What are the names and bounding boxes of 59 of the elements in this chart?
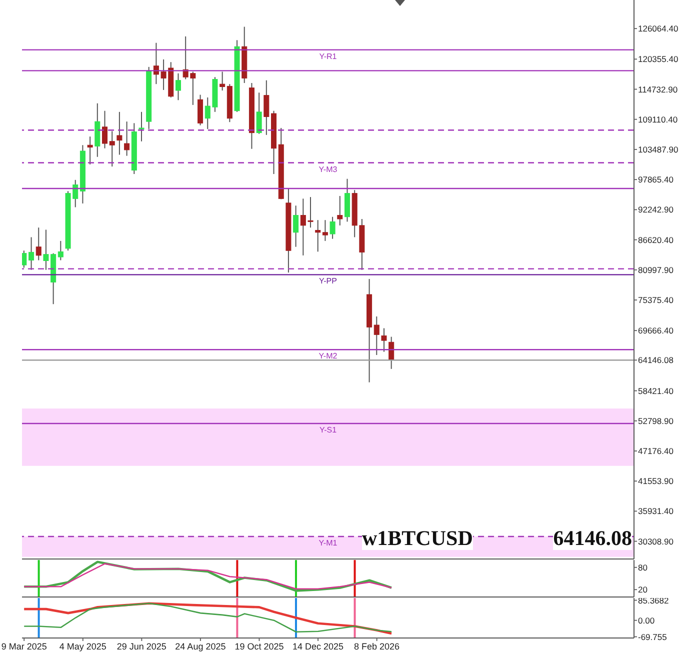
- candlestick: [337, 195, 343, 226]
- candlestick: [116, 111, 122, 156]
- y-tick-label: 0.00: [638, 615, 655, 626]
- y-tick-label: 64146.08: [638, 355, 674, 366]
- y-tick-label: 75375.40: [638, 294, 674, 305]
- candlestick: [87, 136, 93, 165]
- candlestick: [220, 71, 226, 91]
- y-tick-label: 35931.40: [638, 506, 674, 516]
- candlestick: [374, 316, 380, 356]
- candlestick: [388, 336, 394, 370]
- candlestick: [293, 205, 299, 248]
- candlestick: [264, 80, 270, 136]
- y-tick-label: 41553.90: [638, 476, 674, 486]
- candlestick: [124, 121, 130, 156]
- x-tick-label: 9 Mar 2025: [1, 641, 47, 652]
- candlestick: [381, 328, 387, 352]
- candlestick: [315, 220, 321, 252]
- candlestick: [102, 110, 108, 149]
- candlestick: [344, 178, 350, 222]
- candlestick: [256, 92, 262, 134]
- annotation: 64146.08: [553, 526, 632, 550]
- x-tick-label: 14 Dec 2025: [292, 641, 344, 652]
- ref-line-label: Y-S1: [319, 426, 338, 435]
- x-tick-label: 4 May 2025: [59, 641, 106, 652]
- candlestick: [175, 72, 181, 101]
- x-tick-label: 24 Aug 2025: [175, 641, 226, 652]
- candlestick: [36, 227, 42, 261]
- y-tick-label: 114732.90: [638, 84, 678, 94]
- y-tick-label: 120355.40: [638, 54, 678, 64]
- candlestick: [109, 130, 115, 168]
- ref-line-label: Y-M1: [318, 538, 338, 548]
- y-tick-label: 80997.90: [638, 264, 674, 275]
- ref-line-label: Y-PP: [319, 276, 337, 286]
- y-tick-label: 97865.40: [638, 174, 674, 185]
- y-tick-label: 69666.40: [638, 326, 674, 336]
- ref-line-label: Y-M3: [318, 164, 338, 174]
- y-tick-label: 86620.40: [638, 234, 674, 245]
- candlestick: [330, 216, 336, 240]
- y-tick-label: 30308.90: [638, 536, 674, 546]
- candlestick: [138, 111, 144, 142]
- y-tick-label: 58421.40: [638, 386, 674, 396]
- x-tick-label: 19 Oct 2025: [234, 641, 284, 652]
- candlestick: [322, 220, 328, 242]
- y-tick-label: 47176.40: [638, 446, 674, 456]
- y-tick-label: 20: [638, 584, 648, 595]
- y-tick-label: 52798.90: [638, 416, 674, 426]
- ref-line-label: Y-R1: [319, 52, 338, 61]
- y-tick-label: 126064.40: [638, 24, 678, 34]
- x-tick-label: 29 Jun 2025: [116, 641, 166, 652]
- ref-line-label: Y-M2: [318, 352, 338, 361]
- y-tick-label: 109110.40: [638, 114, 678, 124]
- annotation: w1BTCUSD: [362, 526, 473, 550]
- x-tick-label: 8 Feb 2026: [354, 641, 400, 652]
- y-tick-label: 103487.90: [638, 144, 678, 154]
- candlestick: [198, 94, 204, 126]
- y-tick-label: -69.755: [638, 632, 668, 642]
- y-tick-label: 92242.90: [638, 204, 674, 215]
- y-tick-label: 80: [638, 562, 648, 572]
- candlestick: [58, 240, 64, 261]
